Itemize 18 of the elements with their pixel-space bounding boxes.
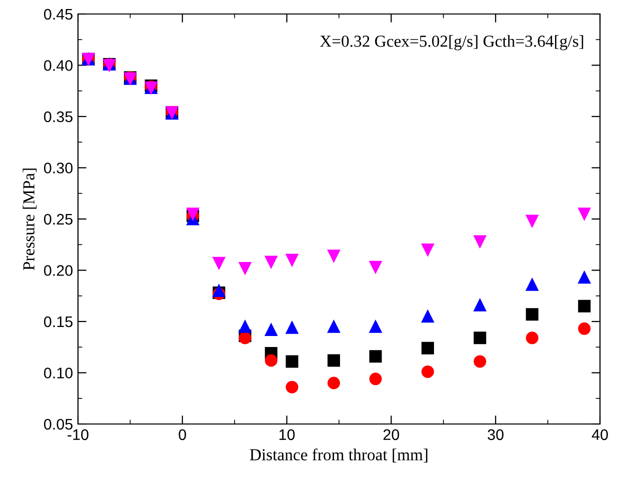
annotation: X=0.32 Gcex=5.02[g/s] Gcth=3.64[g/s] (320, 35, 584, 50)
y-tick-label: 0.30 (44, 162, 73, 174)
y-axis-title: Pressure [MPa] (22, 168, 37, 270)
x-tick-label: 30 (488, 429, 504, 440)
y-tick-label: 0.05 (44, 418, 72, 430)
x-tick-label: 10 (279, 429, 295, 440)
y-tick-label: 0.10 (44, 368, 73, 378)
y-tick-label: 0.40 (44, 60, 73, 71)
y-tick-label: 0.45 (44, 8, 72, 20)
y-tick-label: 0.20 (44, 265, 73, 276)
y-tick-label: 0.15 (44, 316, 72, 328)
x-tick-label: 0 (178, 429, 186, 440)
x-tick-label: 20 (383, 429, 400, 440)
x-tick-label: 40 (592, 429, 608, 440)
x-axis-title: Distance from throat [mm] (250, 448, 428, 462)
y-tick-label: 0.25 (44, 214, 72, 225)
x-tick-label: -10 (68, 429, 88, 440)
y-tick-label: 0.35 (44, 111, 72, 122)
